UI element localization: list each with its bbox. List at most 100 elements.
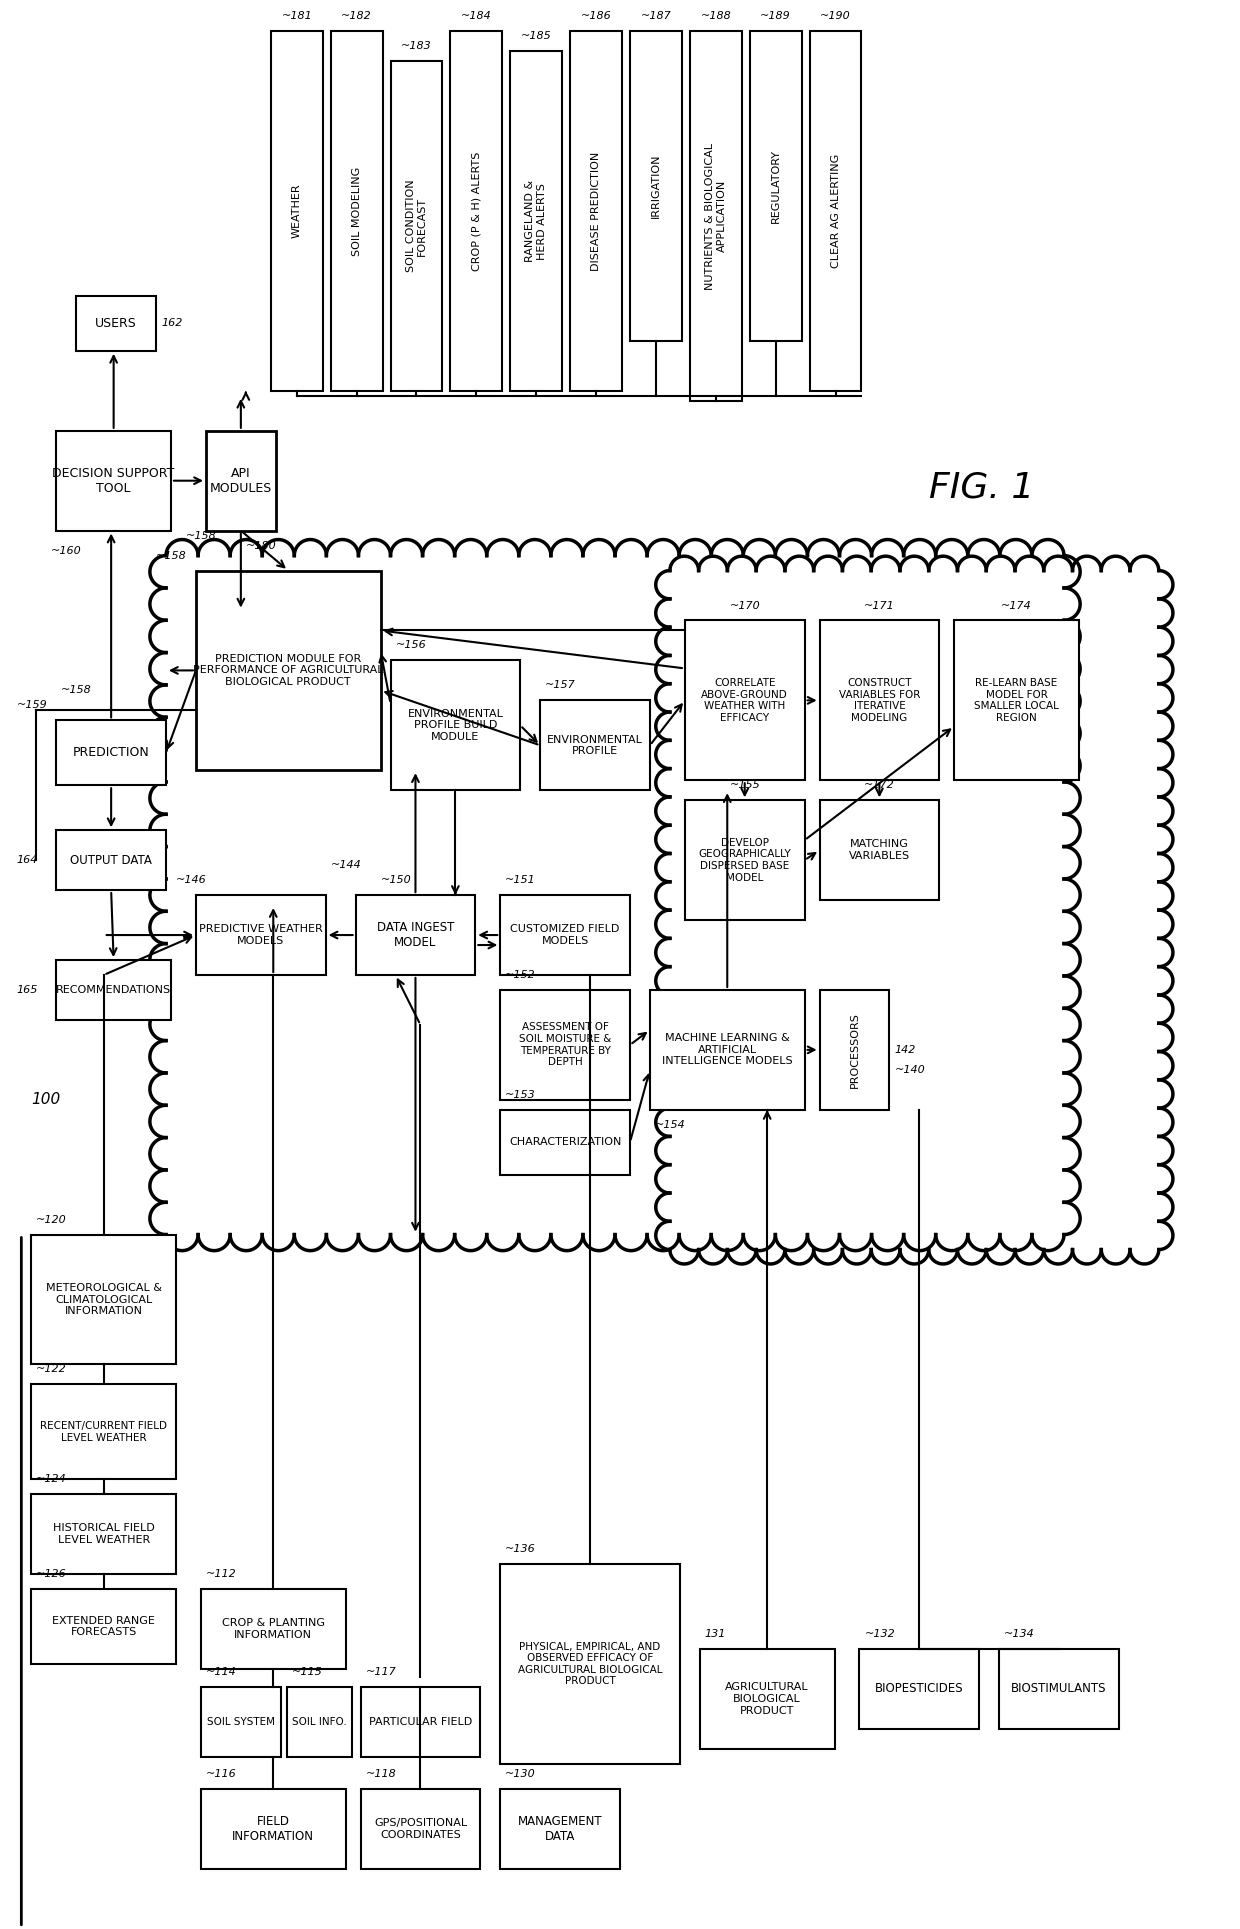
Text: 164: 164 — [16, 855, 37, 864]
FancyBboxPatch shape — [500, 1564, 680, 1763]
Text: ~120: ~120 — [36, 1215, 67, 1225]
Text: 162: 162 — [161, 318, 182, 328]
FancyBboxPatch shape — [206, 430, 275, 530]
Text: ~183: ~183 — [401, 41, 432, 52]
Text: ~130: ~130 — [505, 1769, 536, 1779]
Text: OUTPUT DATA: OUTPUT DATA — [71, 855, 153, 866]
Text: RECENT/CURRENT FIELD
LEVEL WEATHER: RECENT/CURRENT FIELD LEVEL WEATHER — [40, 1422, 167, 1443]
Text: ~146: ~146 — [176, 876, 207, 885]
FancyBboxPatch shape — [356, 895, 475, 974]
Text: ~171: ~171 — [864, 600, 895, 610]
Text: ~126: ~126 — [36, 1568, 67, 1580]
Text: MANAGEMENT
DATA: MANAGEMENT DATA — [518, 1815, 603, 1842]
Text: FIG. 1: FIG. 1 — [929, 471, 1034, 505]
Text: ~181: ~181 — [281, 12, 312, 21]
FancyBboxPatch shape — [286, 1688, 352, 1757]
FancyBboxPatch shape — [361, 1688, 480, 1757]
Text: ~144: ~144 — [331, 860, 361, 870]
Text: CROP (P & H) ALERTS: CROP (P & H) ALERTS — [471, 150, 481, 270]
Text: ~159: ~159 — [16, 700, 47, 710]
FancyBboxPatch shape — [500, 1109, 630, 1175]
FancyBboxPatch shape — [699, 1649, 835, 1750]
Text: BIOSTIMULANTS: BIOSTIMULANTS — [1012, 1682, 1107, 1696]
FancyBboxPatch shape — [270, 31, 322, 392]
Text: WEATHER: WEATHER — [291, 183, 301, 239]
Text: ~184: ~184 — [461, 12, 492, 21]
FancyBboxPatch shape — [201, 1688, 280, 1757]
Text: PREDICTIVE WEATHER
MODELS: PREDICTIVE WEATHER MODELS — [198, 924, 322, 945]
FancyBboxPatch shape — [196, 895, 326, 974]
Text: METEOROLOGICAL &
CLIMATOLOGICAL
INFORMATION: METEOROLOGICAL & CLIMATOLOGICAL INFORMAT… — [46, 1283, 161, 1316]
FancyBboxPatch shape — [450, 31, 502, 392]
FancyBboxPatch shape — [331, 31, 382, 392]
FancyBboxPatch shape — [650, 990, 805, 1109]
Text: CROP & PLANTING
INFORMATION: CROP & PLANTING INFORMATION — [222, 1618, 325, 1640]
Text: CLEAR AG ALERTING: CLEAR AG ALERTING — [831, 154, 841, 268]
Text: USERS: USERS — [95, 316, 136, 330]
FancyBboxPatch shape — [31, 1589, 176, 1665]
Text: PREDICTION: PREDICTION — [73, 747, 150, 760]
Text: 165: 165 — [16, 986, 37, 995]
Text: ~186: ~186 — [580, 12, 611, 21]
Text: ~158: ~158 — [156, 550, 187, 561]
Text: SOIL CONDITION
FORECAST: SOIL CONDITION FORECAST — [405, 179, 428, 272]
FancyBboxPatch shape — [201, 1589, 346, 1669]
Text: ~185: ~185 — [521, 31, 552, 41]
FancyBboxPatch shape — [391, 660, 521, 791]
Text: CUSTOMIZED FIELD
MODELS: CUSTOMIZED FIELD MODELS — [511, 924, 620, 945]
FancyBboxPatch shape — [859, 1649, 980, 1728]
FancyBboxPatch shape — [510, 52, 562, 392]
Text: ~136: ~136 — [505, 1543, 536, 1555]
Text: SOIL SYSTEM: SOIL SYSTEM — [207, 1717, 275, 1726]
Text: BIOPESTICIDES: BIOPESTICIDES — [875, 1682, 963, 1696]
FancyBboxPatch shape — [955, 621, 1079, 779]
Text: ~157: ~157 — [546, 681, 575, 691]
FancyBboxPatch shape — [196, 571, 381, 770]
FancyBboxPatch shape — [684, 801, 805, 920]
Text: ~182: ~182 — [341, 12, 372, 21]
FancyBboxPatch shape — [689, 31, 742, 401]
Text: ~188: ~188 — [701, 12, 732, 21]
Text: 131: 131 — [704, 1628, 727, 1640]
FancyBboxPatch shape — [31, 1495, 176, 1574]
FancyBboxPatch shape — [630, 31, 682, 341]
Text: DEVELOP
GEOGRAPHICALLY
DISPERSED BASE
MODEL: DEVELOP GEOGRAPHICALLY DISPERSED BASE MO… — [698, 837, 791, 883]
Text: AGRICULTURAL
BIOLOGICAL
PRODUCT: AGRICULTURAL BIOLOGICAL PRODUCT — [725, 1682, 808, 1715]
FancyBboxPatch shape — [500, 990, 630, 1100]
Text: ~117: ~117 — [366, 1667, 397, 1676]
FancyBboxPatch shape — [541, 700, 650, 791]
Text: ~140: ~140 — [894, 1065, 925, 1074]
Text: ~154: ~154 — [655, 1119, 686, 1130]
Text: 142: 142 — [894, 1046, 916, 1055]
Text: PHYSICAL, EMPIRICAL, AND
OBSERVED EFFICACY OF
AGRICULTURAL BIOLOGICAL
PRODUCT: PHYSICAL, EMPIRICAL, AND OBSERVED EFFICA… — [518, 1642, 662, 1686]
Text: DATA INGEST
MODEL: DATA INGEST MODEL — [377, 920, 454, 949]
Text: RE-LEARN BASE
MODEL FOR
SMALLER LOCAL
REGION: RE-LEARN BASE MODEL FOR SMALLER LOCAL RE… — [975, 677, 1059, 723]
Text: ~155: ~155 — [729, 779, 760, 791]
FancyBboxPatch shape — [391, 62, 443, 392]
Text: ~170: ~170 — [729, 600, 760, 610]
Text: ~160: ~160 — [51, 546, 82, 556]
Text: ~158: ~158 — [186, 530, 217, 540]
Text: ~172: ~172 — [864, 779, 895, 791]
Text: ~132: ~132 — [864, 1628, 895, 1640]
FancyBboxPatch shape — [820, 801, 939, 901]
Text: ~115: ~115 — [291, 1667, 322, 1676]
Text: CONSTRUCT
VARIABLES FOR
ITERATIVE
MODELING: CONSTRUCT VARIABLES FOR ITERATIVE MODELI… — [838, 677, 920, 723]
Text: 100: 100 — [31, 1092, 61, 1107]
Text: ~116: ~116 — [206, 1769, 237, 1779]
Text: PROCESSORS: PROCESSORS — [849, 1013, 859, 1088]
FancyBboxPatch shape — [56, 829, 166, 889]
FancyBboxPatch shape — [999, 1649, 1118, 1728]
Text: ~156: ~156 — [396, 640, 427, 650]
Text: MATCHING
VARIABLES: MATCHING VARIABLES — [849, 839, 910, 860]
Text: ~153: ~153 — [505, 1090, 536, 1100]
Text: ~190: ~190 — [820, 12, 851, 21]
Text: PREDICTION MODULE FOR
PERFORMANCE OF AGRICULTURAL
BIOLOGICAL PRODUCT: PREDICTION MODULE FOR PERFORMANCE OF AGR… — [193, 654, 383, 687]
Text: SOIL INFO.: SOIL INFO. — [291, 1717, 346, 1726]
Text: RANGELAND &
HERD ALERTS: RANGELAND & HERD ALERTS — [526, 179, 547, 262]
Text: ~151: ~151 — [505, 876, 536, 885]
Text: CHARACTERIZATION: CHARACTERIZATION — [508, 1138, 621, 1148]
Text: PARTICULAR FIELD: PARTICULAR FIELD — [368, 1717, 472, 1726]
Text: ~158: ~158 — [61, 685, 92, 694]
Text: ~118: ~118 — [366, 1769, 397, 1779]
